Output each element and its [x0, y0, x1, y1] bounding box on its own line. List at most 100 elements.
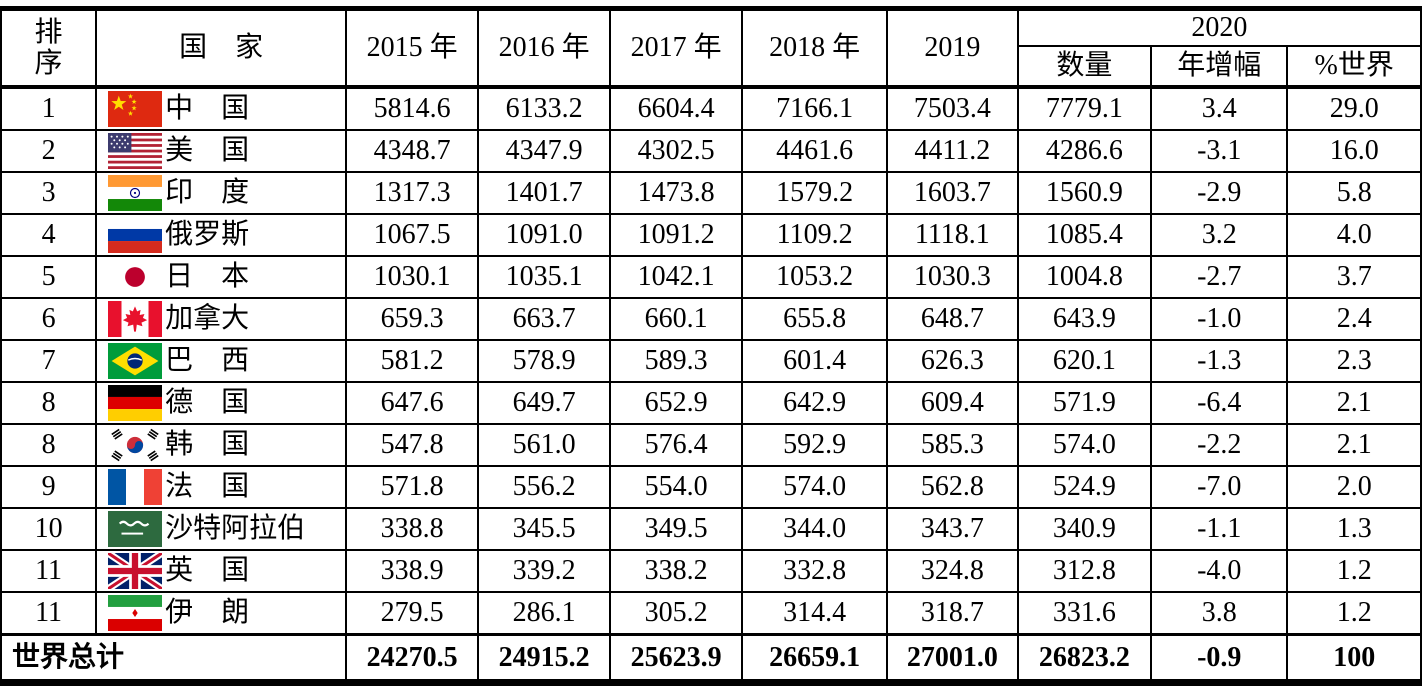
value-cell: 1118.1	[886, 213, 1019, 257]
value-cell: -1.3	[1150, 339, 1289, 383]
country-stats-table: 排序 国 家 2015 年 2016 年 2017 年 2018 年 2019 …	[0, 6, 1422, 686]
table-row: 4 俄罗斯 1067.5 1091.0 1091.2 1109.2 1118.1 1085.4…	[0, 213, 1422, 257]
value-cell: 1085.4	[1016, 213, 1153, 257]
value-cell: -2.7	[1150, 255, 1289, 299]
value-cell: 571.9	[1016, 381, 1153, 425]
country-cell: 印 度	[95, 171, 348, 215]
table-row: 5 日 本 1030.1 1035.1 1042.1 1053.2 1030.3 1004.8…	[0, 255, 1422, 299]
country-name: 加拿大	[165, 303, 250, 335]
rank-cell: 6	[0, 297, 98, 341]
saudi-arabia-flag-icon	[108, 511, 162, 547]
table-total: 世界总计 24270.5 24915.2 25623.9 26659.1 270…	[0, 633, 1422, 684]
uk-flag-icon	[108, 553, 162, 589]
value-cell: 1.2	[1286, 591, 1422, 636]
total-value-2020-quantity: 26823.2	[1016, 633, 1153, 684]
value-cell: 339.2	[477, 549, 612, 593]
table-row: 11 英 国 338.9 339.2 338.2 332.8 324.8 312.8 -4.0 1…	[0, 549, 1422, 593]
country-name: 日 本	[165, 261, 250, 293]
usa-flag-icon	[108, 133, 162, 169]
value-cell: 286.1	[477, 591, 612, 636]
table-row: 9 法 国 571.8 556.2 554.0 574.0 562.8 524.9 -7.0 2.…	[0, 465, 1422, 509]
country-name: 美 国	[165, 135, 250, 167]
value-cell: 3.7	[1286, 255, 1422, 299]
total-row: 世界总计 24270.5 24915.2 25623.9 26659.1 270…	[0, 633, 1422, 684]
header-country: 国 家	[95, 7, 348, 89]
rank-cell: 9	[0, 465, 98, 509]
value-cell: 1053.2	[741, 255, 889, 299]
value-cell: 7503.4	[886, 86, 1019, 131]
value-cell: 345.5	[477, 507, 612, 551]
country-name: 印 度	[165, 177, 250, 209]
value-cell: 29.0	[1286, 86, 1422, 131]
header-rank-line1: 排	[34, 16, 63, 48]
value-cell: 338.2	[609, 549, 744, 593]
value-cell: 338.8	[345, 507, 480, 551]
rank-cell: 5	[0, 255, 98, 299]
value-cell: 4461.6	[741, 129, 889, 173]
value-cell: 1035.1	[477, 255, 612, 299]
value-cell: 601.4	[741, 339, 889, 383]
value-cell: 3.4	[1150, 86, 1289, 131]
value-cell: -6.4	[1150, 381, 1289, 425]
south-korea-flag-icon	[108, 427, 162, 463]
table-row: 3 印 度 1317.3 1401.7 1473.8 1579.2 1603.7 1560.9…	[0, 171, 1422, 215]
total-value-2020-pct-world: 100	[1286, 633, 1422, 684]
value-cell: 1317.3	[345, 171, 480, 215]
value-cell: 1401.7	[477, 171, 612, 215]
value-cell: 1.2	[1286, 549, 1422, 593]
value-cell: 589.3	[609, 339, 744, 383]
value-cell: 2.3	[1286, 339, 1422, 383]
value-cell: 324.8	[886, 549, 1019, 593]
value-cell: 2.0	[1286, 465, 1422, 509]
total-value-2015: 24270.5	[345, 633, 480, 684]
country-cell: 中 国	[95, 86, 348, 131]
header-2018: 2018 年	[741, 7, 889, 89]
germany-flag-icon	[108, 385, 162, 421]
total-value-2019: 27001.0	[886, 633, 1019, 684]
country-cell: 法 国	[95, 465, 348, 509]
value-cell: 592.9	[741, 423, 889, 467]
value-cell: 609.4	[886, 381, 1019, 425]
header-rank-line2: 序	[34, 48, 63, 79]
value-cell: 279.5	[345, 591, 480, 636]
country-name: 巴 西	[165, 345, 250, 377]
value-cell: 626.3	[886, 339, 1019, 383]
value-cell: 331.6	[1016, 591, 1153, 636]
value-cell: 2.1	[1286, 381, 1422, 425]
value-cell: 574.0	[741, 465, 889, 509]
value-cell: 1560.9	[1016, 171, 1153, 215]
value-cell: 7779.1	[1016, 86, 1153, 131]
value-cell: 4348.7	[345, 129, 480, 173]
value-cell: 660.1	[609, 297, 744, 341]
value-cell: 1.3	[1286, 507, 1422, 551]
value-cell: -1.0	[1150, 297, 1289, 341]
header-2020-group: 2020	[1016, 7, 1422, 47]
value-cell: 3.8	[1150, 591, 1289, 636]
value-cell: -7.0	[1150, 465, 1289, 509]
value-cell: 344.0	[741, 507, 889, 551]
value-cell: 4.0	[1286, 213, 1422, 257]
rank-cell: 4	[0, 213, 98, 257]
table-header: 排序 国 家 2015 年 2016 年 2017 年 2018 年 2019 …	[0, 7, 1422, 89]
india-flag-icon	[108, 175, 162, 211]
header-2019: 2019	[886, 7, 1019, 89]
rank-cell: 11	[0, 549, 98, 593]
iran-flag-icon	[108, 595, 162, 631]
country-name: 俄罗斯	[165, 219, 250, 251]
header-rank: 排序	[0, 7, 98, 89]
country-cell: 沙特阿拉伯	[95, 507, 348, 551]
value-cell: 318.7	[886, 591, 1019, 636]
value-cell: 1091.2	[609, 213, 744, 257]
value-cell: 649.7	[477, 381, 612, 425]
value-cell: 314.4	[741, 591, 889, 636]
header-2015: 2015 年	[345, 7, 480, 89]
value-cell: 585.3	[886, 423, 1019, 467]
total-value-2018: 26659.1	[741, 633, 889, 684]
value-cell: -1.1	[1150, 507, 1289, 551]
country-name: 法 国	[165, 471, 250, 503]
country-cell: 加拿大	[95, 297, 348, 341]
value-cell: 648.7	[886, 297, 1019, 341]
value-cell: 6133.2	[477, 86, 612, 131]
value-cell: 2.1	[1286, 423, 1422, 467]
country-name: 英 国	[165, 555, 250, 587]
